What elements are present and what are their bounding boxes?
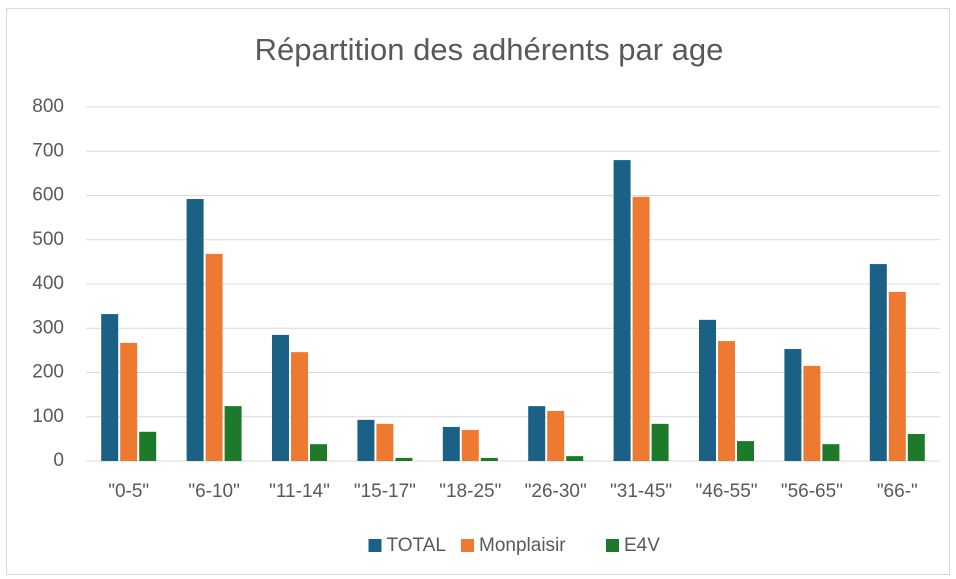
y-tick-label: 800 <box>32 96 64 117</box>
bar <box>376 423 394 461</box>
bar <box>224 406 242 461</box>
bar <box>803 365 821 461</box>
bar <box>566 456 584 461</box>
x-tick-label: "66-" <box>877 481 918 502</box>
bar <box>613 160 631 461</box>
legend-swatch <box>461 539 474 552</box>
legend-swatch <box>606 539 619 552</box>
bar <box>632 196 650 461</box>
bar <box>480 457 498 461</box>
y-tick-label: 200 <box>32 362 64 383</box>
y-tick-label: 500 <box>32 229 64 250</box>
bar <box>139 431 157 461</box>
legend-swatch <box>368 539 382 552</box>
bar <box>310 444 327 461</box>
x-tick-label: "11-14" <box>269 481 330 502</box>
bar <box>461 430 479 461</box>
y-tick-label: 400 <box>32 273 64 294</box>
bar <box>869 264 887 461</box>
bar <box>120 342 138 461</box>
bar <box>651 423 669 461</box>
bar <box>205 253 223 461</box>
bar <box>547 410 565 461</box>
x-tick-label: "56-65" <box>781 481 843 502</box>
x-tick-label: "31-45" <box>610 481 672 502</box>
bar <box>528 406 546 461</box>
bar <box>357 419 375 461</box>
bar <box>822 444 840 461</box>
x-tick-label: "15-17" <box>354 481 416 502</box>
y-tick-label: 100 <box>32 406 64 427</box>
bar <box>101 314 119 461</box>
y-tick-label: 0 <box>53 450 64 471</box>
bar <box>272 334 289 461</box>
y-tick-label: 600 <box>32 185 64 206</box>
bar <box>186 199 204 462</box>
x-tick-label: "0-5" <box>108 481 149 502</box>
legend-label: E4V <box>624 535 660 556</box>
chart-frame <box>6 8 950 575</box>
chart-title: Répartition des adhérents par age <box>255 32 724 67</box>
x-tick-label: "46-55" <box>695 481 757 502</box>
legend-label: TOTAL <box>387 535 446 556</box>
bar <box>395 457 413 461</box>
bar <box>737 441 754 461</box>
bar <box>784 349 802 461</box>
bar <box>442 426 460 461</box>
y-tick-label: 700 <box>32 140 64 161</box>
legend-label: Monplaisir <box>479 535 566 556</box>
bar <box>718 341 735 461</box>
x-tick-label: "6-10" <box>188 481 240 502</box>
x-tick-label: "18-25" <box>439 481 501 502</box>
x-tick-label: "26-30" <box>525 481 587 502</box>
bar <box>888 291 906 461</box>
y-tick-label: 300 <box>32 317 64 338</box>
bar <box>699 319 716 461</box>
bar <box>907 434 925 461</box>
bar <box>291 352 308 461</box>
